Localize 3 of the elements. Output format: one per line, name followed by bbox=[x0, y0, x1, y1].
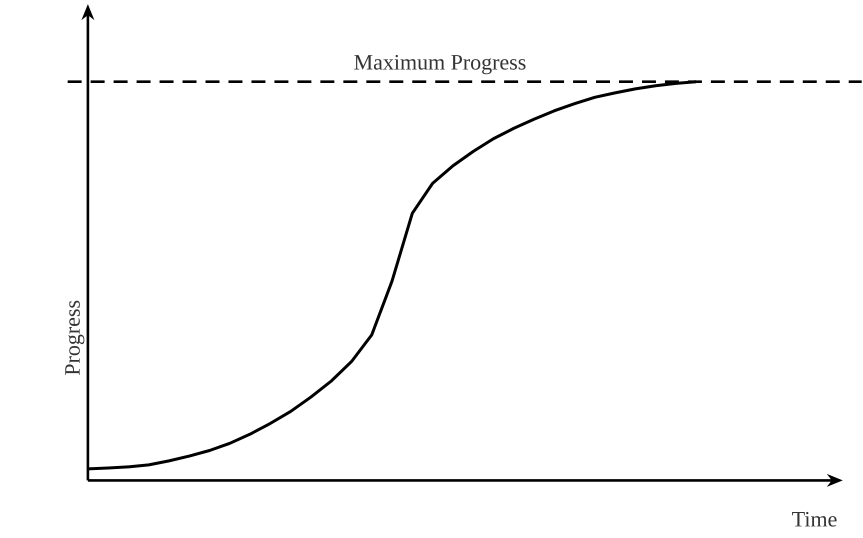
ref-line-label: Maximum Progress bbox=[354, 54, 526, 74]
y-axis-title: Progress bbox=[65, 300, 84, 375]
x-axis-title: Time bbox=[792, 512, 837, 526]
